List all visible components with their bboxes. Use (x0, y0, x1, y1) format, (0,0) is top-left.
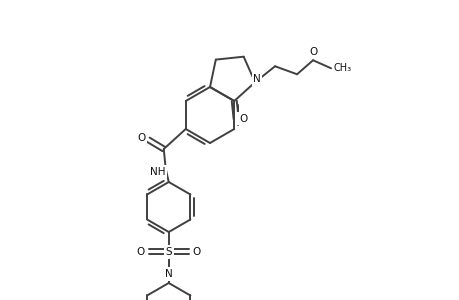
Text: N: N (164, 269, 172, 279)
Text: O: O (137, 133, 145, 143)
Text: NH: NH (150, 167, 165, 177)
Text: CH₃: CH₃ (333, 63, 351, 73)
Text: O: O (239, 114, 247, 124)
Text: S: S (165, 247, 172, 257)
Text: O: O (136, 247, 145, 257)
Text: O: O (308, 47, 317, 57)
Text: O: O (192, 247, 201, 257)
Text: N: N (252, 74, 260, 84)
